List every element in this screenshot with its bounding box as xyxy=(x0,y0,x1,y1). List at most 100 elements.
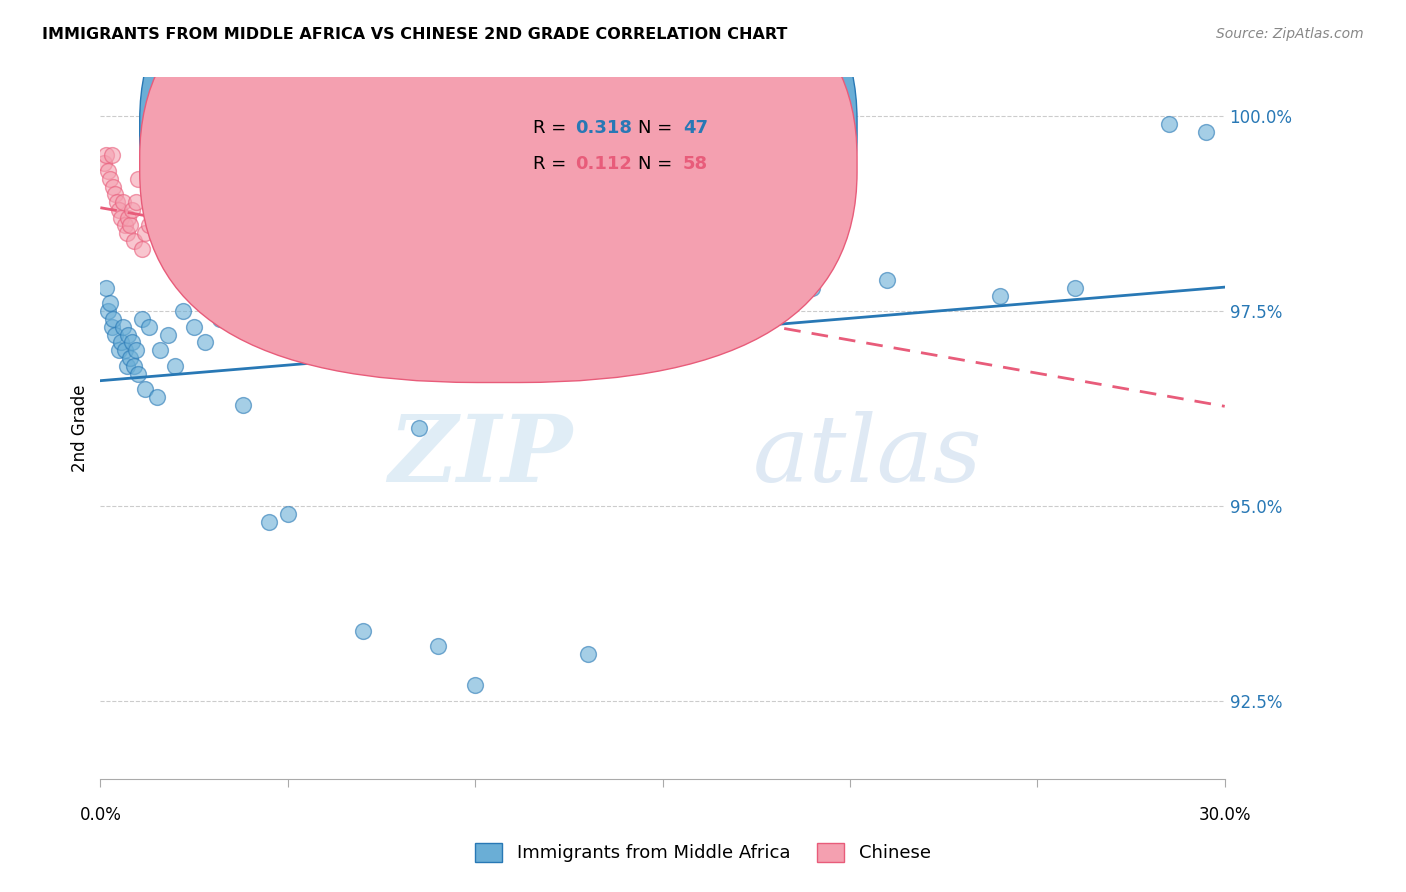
Point xyxy=(408,421,430,435)
Point xyxy=(576,304,599,318)
Point xyxy=(115,359,138,373)
Point xyxy=(104,187,127,202)
Point xyxy=(988,288,1011,302)
Text: ZIP: ZIP xyxy=(388,411,572,501)
Point xyxy=(633,281,655,295)
Point xyxy=(239,296,262,310)
Text: Source: ZipAtlas.com: Source: ZipAtlas.com xyxy=(1216,27,1364,41)
Point xyxy=(295,319,318,334)
Point xyxy=(110,211,132,225)
Point xyxy=(576,647,599,661)
FancyBboxPatch shape xyxy=(139,0,858,346)
Point xyxy=(98,171,121,186)
Point xyxy=(138,319,160,334)
Point xyxy=(127,171,149,186)
Point xyxy=(876,273,898,287)
Point xyxy=(120,351,142,365)
Point xyxy=(149,343,172,358)
Point xyxy=(614,296,637,310)
Point xyxy=(105,195,128,210)
Point xyxy=(142,211,165,225)
Point xyxy=(1063,281,1085,295)
Point xyxy=(93,156,115,170)
Point xyxy=(122,234,145,248)
Point xyxy=(153,242,176,256)
Point xyxy=(801,281,824,295)
Point xyxy=(352,296,374,310)
Point xyxy=(120,219,142,233)
Point xyxy=(103,179,125,194)
Point xyxy=(145,390,167,404)
Point xyxy=(538,257,561,271)
Point xyxy=(134,227,156,241)
Text: R =: R = xyxy=(533,155,572,173)
Point xyxy=(117,327,139,342)
Point xyxy=(183,319,205,334)
Text: N =: N = xyxy=(638,119,678,137)
Point xyxy=(115,227,138,241)
FancyBboxPatch shape xyxy=(460,102,808,207)
Point xyxy=(595,288,617,302)
Point xyxy=(1195,125,1218,139)
Point xyxy=(94,281,117,295)
Point xyxy=(160,211,183,225)
Point xyxy=(277,507,299,521)
Point xyxy=(314,195,336,210)
Text: atlas: atlas xyxy=(752,411,981,501)
Point xyxy=(131,312,153,326)
Point xyxy=(224,273,246,287)
Point xyxy=(110,335,132,350)
Point xyxy=(558,273,581,287)
Point xyxy=(114,343,136,358)
Point xyxy=(352,624,374,638)
Text: 58: 58 xyxy=(683,155,707,173)
Point xyxy=(520,304,543,318)
Point xyxy=(134,382,156,396)
Point xyxy=(190,257,212,271)
Point xyxy=(131,242,153,256)
Point xyxy=(257,515,280,529)
Point xyxy=(98,296,121,310)
Point xyxy=(149,227,172,241)
Text: 0.318: 0.318 xyxy=(575,119,631,137)
Point xyxy=(111,319,134,334)
Point xyxy=(176,211,198,225)
Point xyxy=(408,242,430,256)
Legend: Immigrants from Middle Africa, Chinese: Immigrants from Middle Africa, Chinese xyxy=(468,836,938,870)
Point xyxy=(121,202,143,217)
Text: 0.0%: 0.0% xyxy=(79,806,121,824)
Point xyxy=(212,227,235,241)
Point xyxy=(464,250,486,264)
Point xyxy=(314,312,336,326)
Point xyxy=(100,148,122,162)
Point xyxy=(172,304,194,318)
Point xyxy=(127,367,149,381)
Point xyxy=(167,242,190,256)
Text: 0.112: 0.112 xyxy=(575,155,631,173)
Point xyxy=(209,312,232,326)
Point xyxy=(156,327,179,342)
Point xyxy=(194,335,217,350)
Point xyxy=(122,359,145,373)
Point xyxy=(651,288,673,302)
Point xyxy=(426,211,449,225)
Point xyxy=(108,343,131,358)
Point xyxy=(138,219,160,233)
Point xyxy=(114,219,136,233)
Point xyxy=(333,281,356,295)
Text: IMMIGRANTS FROM MIDDLE AFRICA VS CHINESE 2ND GRADE CORRELATION CHART: IMMIGRANTS FROM MIDDLE AFRICA VS CHINESE… xyxy=(42,27,787,42)
Point xyxy=(121,335,143,350)
Point xyxy=(145,202,167,217)
Point xyxy=(156,195,179,210)
Point xyxy=(201,281,224,295)
Point xyxy=(295,250,318,264)
Point xyxy=(426,640,449,654)
Point xyxy=(165,359,187,373)
FancyBboxPatch shape xyxy=(139,0,858,383)
Point xyxy=(100,319,122,334)
Point xyxy=(117,211,139,225)
Point xyxy=(108,202,131,217)
Point xyxy=(111,195,134,210)
Point xyxy=(232,398,254,412)
Point xyxy=(727,296,749,310)
